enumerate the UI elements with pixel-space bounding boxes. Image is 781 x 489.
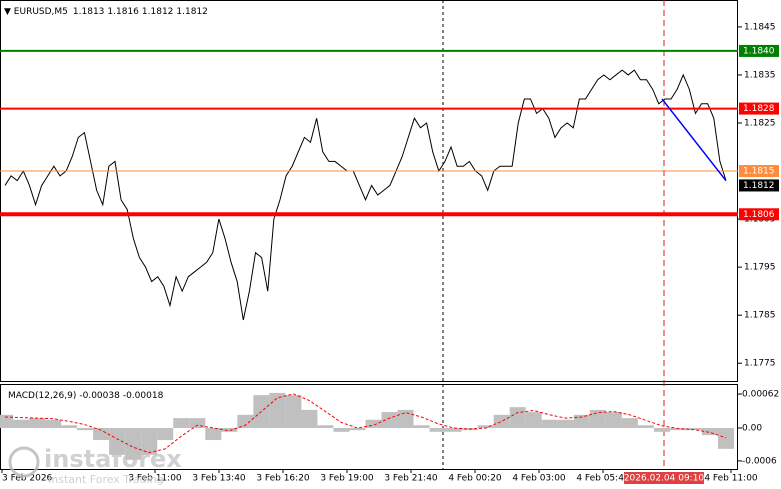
y-tick-label: 1.1835 bbox=[744, 70, 776, 80]
macd-bar bbox=[541, 419, 558, 428]
low: 1.1812 bbox=[142, 7, 174, 17]
y-tick-label: -0.0006 bbox=[742, 456, 777, 466]
y-tick-label: 1.1775 bbox=[744, 359, 776, 369]
x-tick-label: 4 Feb 11:00 bbox=[704, 474, 758, 484]
macd-bar bbox=[605, 412, 622, 428]
macd-bar bbox=[525, 412, 542, 428]
level-box bbox=[739, 44, 779, 57]
macd-bar bbox=[365, 419, 382, 428]
macd-bar bbox=[557, 419, 574, 428]
macd-value: -0.00038 bbox=[79, 391, 120, 401]
macd-bar bbox=[157, 427, 174, 441]
macd-bar bbox=[29, 418, 46, 428]
macd-bar bbox=[621, 418, 638, 428]
logo-icon bbox=[8, 446, 40, 478]
level-label: 1.1806 bbox=[743, 210, 775, 220]
macd-bar bbox=[669, 427, 686, 431]
macd-bar bbox=[237, 414, 254, 428]
macd-bar bbox=[397, 409, 414, 428]
cursor-label: 2026.02.04 09:10 bbox=[624, 474, 705, 484]
y-tick-label: 1.1795 bbox=[744, 263, 776, 273]
macd-bar bbox=[285, 395, 302, 428]
macd-bar bbox=[413, 425, 430, 428]
macd-bar bbox=[685, 427, 702, 431]
price-line bbox=[4, 69, 727, 321]
macd-bar bbox=[493, 414, 510, 428]
high: 1.1816 bbox=[107, 7, 139, 17]
macd-bar bbox=[589, 409, 606, 428]
triangle: ▼ bbox=[4, 7, 14, 17]
level-label: 1.1840 bbox=[743, 46, 775, 56]
x-tick-label: 3 Feb 2026 bbox=[2, 474, 53, 484]
macd-bar bbox=[269, 392, 286, 428]
y-tick-label: 0.00062 bbox=[742, 390, 779, 400]
macd-bar bbox=[317, 425, 334, 428]
trendline bbox=[661, 98, 727, 182]
level-box bbox=[739, 102, 779, 115]
x-tick-label: 3 Feb 21:40 bbox=[384, 474, 438, 484]
tagline: Instant Forex Trading bbox=[48, 473, 164, 486]
macd-bar bbox=[381, 412, 398, 428]
x-tick-label: 3 Feb 16:20 bbox=[256, 474, 310, 484]
level-label: 1.1815 bbox=[743, 167, 775, 177]
y-tick-label: 1.1785 bbox=[744, 311, 776, 321]
macd-bar bbox=[429, 427, 446, 432]
macd-bar bbox=[717, 427, 735, 449]
macd-title: MACD(12,26,9) bbox=[8, 391, 76, 401]
symbol: EURUSD,M5 bbox=[14, 7, 68, 17]
macd-bar bbox=[221, 427, 238, 432]
macd-bar bbox=[45, 419, 62, 428]
level-box bbox=[739, 208, 779, 221]
y-tick-label: 0.00 bbox=[742, 423, 762, 433]
signal-value: -0.00018 bbox=[123, 391, 164, 401]
x-tick-label: 4 Feb 05:40 bbox=[576, 474, 630, 484]
macd-bar bbox=[701, 427, 718, 436]
open: 1.1813 bbox=[73, 7, 105, 17]
macd-bar bbox=[189, 418, 206, 428]
macd-bar bbox=[477, 425, 494, 428]
close: 1.1812 bbox=[176, 7, 208, 17]
y-tick-label: 1.1825 bbox=[744, 118, 776, 128]
price-frame bbox=[0, 0, 738, 382]
macd-bar bbox=[61, 425, 78, 428]
x-tick-label: 4 Feb 00:20 bbox=[448, 474, 502, 484]
macd-bar bbox=[141, 427, 158, 455]
x-tick-label: 3 Feb 13:40 bbox=[192, 474, 246, 484]
macd-bar bbox=[333, 427, 350, 432]
macd-header: MACD(12,26,9) -0.00038 -0.00018 bbox=[8, 391, 164, 401]
macd-bar bbox=[301, 409, 318, 428]
macd-bar bbox=[637, 425, 654, 428]
macd-bar bbox=[109, 427, 126, 455]
x-tick-label: 3 Feb 11:00 bbox=[128, 474, 182, 484]
macd-bar bbox=[653, 427, 670, 432]
macd-bar bbox=[93, 427, 110, 441]
macd-bar bbox=[349, 427, 366, 431]
macd-bar bbox=[77, 427, 94, 431]
signal-line bbox=[4, 393, 727, 454]
cursor-box bbox=[624, 472, 704, 484]
last-price-box bbox=[739, 179, 779, 192]
macd-bar bbox=[205, 427, 222, 441]
header: ▼ EURUSD,M5 1.1813 1.1816 1.1812 1.1812 bbox=[4, 7, 208, 17]
level-label: 1.1828 bbox=[743, 104, 775, 114]
y-tick-label: 1.1845 bbox=[744, 22, 776, 32]
macd-bar bbox=[573, 414, 590, 428]
macd-bar bbox=[173, 418, 190, 428]
macd-bar bbox=[125, 427, 142, 460]
level-box bbox=[739, 165, 779, 178]
x-tick-label: 4 Feb 03:00 bbox=[512, 474, 566, 484]
last-price-label: 1.1812 bbox=[743, 181, 775, 191]
macd-bar bbox=[13, 419, 30, 428]
macd-bar bbox=[445, 427, 462, 432]
macd-bar bbox=[0, 414, 14, 428]
macd-bar bbox=[509, 407, 526, 428]
x-tick-label: 3 Feb 19:00 bbox=[320, 474, 374, 484]
